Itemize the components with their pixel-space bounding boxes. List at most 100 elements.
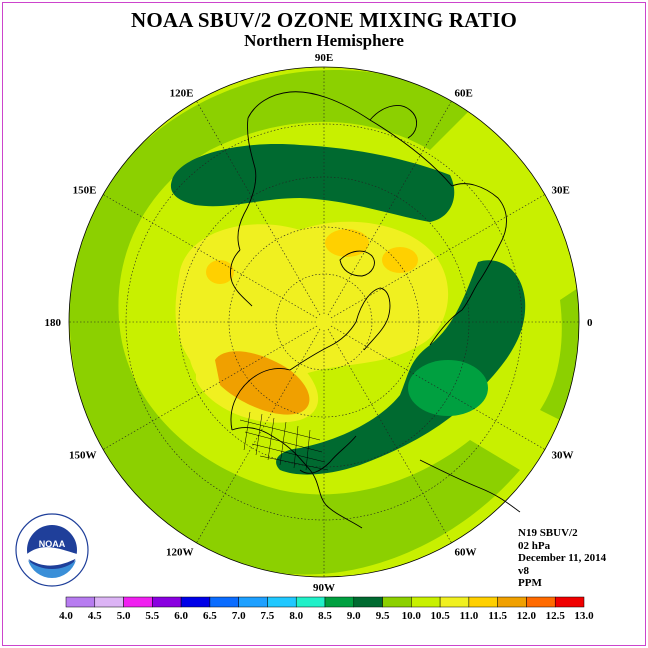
meridian-line	[327, 101, 452, 316]
longitude-grid	[69, 67, 579, 577]
map-disc-border	[68, 66, 580, 578]
coast-arctic-canada	[289, 321, 357, 371]
field-orange-west	[206, 260, 234, 284]
colorbar-tick-label: 7.0	[232, 610, 246, 622]
field-outer-ring	[69, 70, 520, 575]
meridian-line	[196, 328, 321, 543]
longitude-label: 150E	[73, 185, 97, 197]
colorbar-swatch	[324, 596, 355, 608]
colorbar-tick-label: 7.5	[261, 610, 275, 622]
meridian-line	[103, 325, 318, 450]
state-lines-horizontal	[239, 419, 329, 471]
longitude-labels: 90E 60E 30E 0 30W 60W 90W 120W 150W 180 150E 120E	[45, 52, 594, 594]
colorbar-tick-label: 4.5	[88, 610, 102, 622]
page-title: NOAA SBUV/2 OZONE MIXING RATIO	[131, 8, 517, 32]
colorbar-swatch	[353, 596, 383, 608]
lat-circle-50	[228, 226, 420, 418]
page-subtitle: Northern Hemisphere	[244, 31, 404, 50]
colorbar-swatch	[497, 596, 527, 608]
longitude-label: 120E	[170, 88, 194, 100]
colorbar-tick-label: 8.0	[289, 610, 303, 622]
colorbar-tick-label: 8.5	[318, 610, 332, 622]
colorbar: 4.0 4.5 5.0 5.5 6.0 6.5 7.0 7.5 8.0 8.5 9.0 9.5 10.0…	[59, 596, 594, 622]
colorbar-tick-label: 5.5	[145, 610, 159, 622]
meridian-line	[330, 194, 545, 319]
coast-gulf	[299, 435, 357, 474]
logo-gull-wave	[27, 547, 77, 566]
info-satellite: N19 SBUV/2	[518, 527, 578, 539]
colorbar-swatch	[468, 596, 498, 608]
field-orange-north	[325, 229, 369, 257]
colorbar-swatch	[295, 596, 326, 608]
longitude-label: 150W	[69, 450, 97, 462]
colorbar-swatch	[209, 596, 239, 608]
colorbar-tick-label: 6.0	[174, 610, 188, 622]
colorbar-tick-label: 10.0	[402, 610, 422, 622]
longitude-label: 90W	[313, 582, 335, 594]
longitude-label: 30E	[552, 185, 570, 197]
colorbar-tick-label: 12.0	[517, 610, 537, 622]
colorbar-swatch	[382, 596, 412, 608]
colorbar-tick-label: 10.5	[430, 610, 450, 622]
colorbar-tick-label: 11.0	[460, 610, 479, 622]
longitude-label: 30W	[552, 450, 574, 462]
colorbar-tick-label: 5.0	[117, 610, 131, 622]
colorbar-swatch	[238, 596, 268, 608]
colorbar-swatch	[267, 596, 297, 608]
longitude-label: 60E	[455, 88, 473, 100]
longitude-label: 90E	[315, 52, 333, 64]
field-green-core	[408, 360, 488, 416]
coast-north-america-east	[231, 427, 363, 529]
info-level: 02 hPa	[518, 539, 551, 552]
coast-asia-east	[237, 117, 257, 251]
colorbar-tick-label: 9.0	[347, 610, 361, 622]
info-panel: N19 SBUV/2 02 hPa December 11, 2014 v8 P…	[518, 527, 606, 590]
coast-greenland	[355, 287, 391, 351]
field-dark-band-east	[276, 260, 526, 475]
colorbar-swatch	[439, 596, 470, 608]
coast-svalbard	[339, 250, 375, 277]
meridian-line	[196, 101, 321, 316]
colorbar-tick-label: 13.0	[574, 610, 594, 622]
field-east-edge	[540, 280, 579, 420]
coast-africa-north	[419, 459, 521, 513]
longitude-label: 60W	[455, 547, 477, 559]
longitude-label: 120W	[166, 547, 194, 559]
ozone-field	[69, 67, 579, 577]
info-units: PPM	[518, 577, 542, 589]
field-orange-sw	[215, 351, 310, 415]
coast-siberia-peninsula	[369, 105, 417, 139]
info-date: December 11, 2014	[518, 552, 607, 564]
colorbar-tick-label: 4.0	[59, 610, 73, 622]
info-version: v8	[518, 564, 529, 577]
colorbar-swatch	[411, 596, 441, 608]
coast-north-america-west	[230, 368, 291, 431]
logo-sea	[28, 560, 76, 578]
coast-asia-north	[247, 91, 453, 187]
meridian-line	[327, 328, 452, 543]
logo-text: NOAA	[39, 539, 66, 549]
colorbar-swatch	[65, 596, 96, 608]
colorbar-tick-label: 6.5	[203, 610, 217, 622]
field-orange-east	[382, 247, 418, 273]
colorbar-swatch	[526, 596, 556, 608]
colorbar-swatch	[554, 596, 585, 608]
coastlines	[229, 91, 521, 529]
noaa-logo: NOAA	[15, 513, 89, 587]
colorbar-tick-label: 12.5	[546, 610, 566, 622]
colorbar-swatch	[123, 596, 153, 608]
coast-scandinavia	[451, 183, 507, 245]
longitude-label: 0	[587, 317, 593, 329]
us-state-grid	[239, 411, 329, 471]
colorbar-tick-label: 11.5	[488, 610, 507, 622]
colorbar-tick-label: 9.5	[376, 610, 390, 622]
coast-europe	[429, 243, 501, 346]
state-lines-vertical	[243, 411, 311, 471]
colorbar-swatch	[180, 596, 211, 608]
colorbar-swatch	[94, 596, 124, 608]
coast-bering	[229, 249, 253, 307]
meridian-line	[330, 325, 545, 450]
meridian-line	[103, 194, 318, 319]
